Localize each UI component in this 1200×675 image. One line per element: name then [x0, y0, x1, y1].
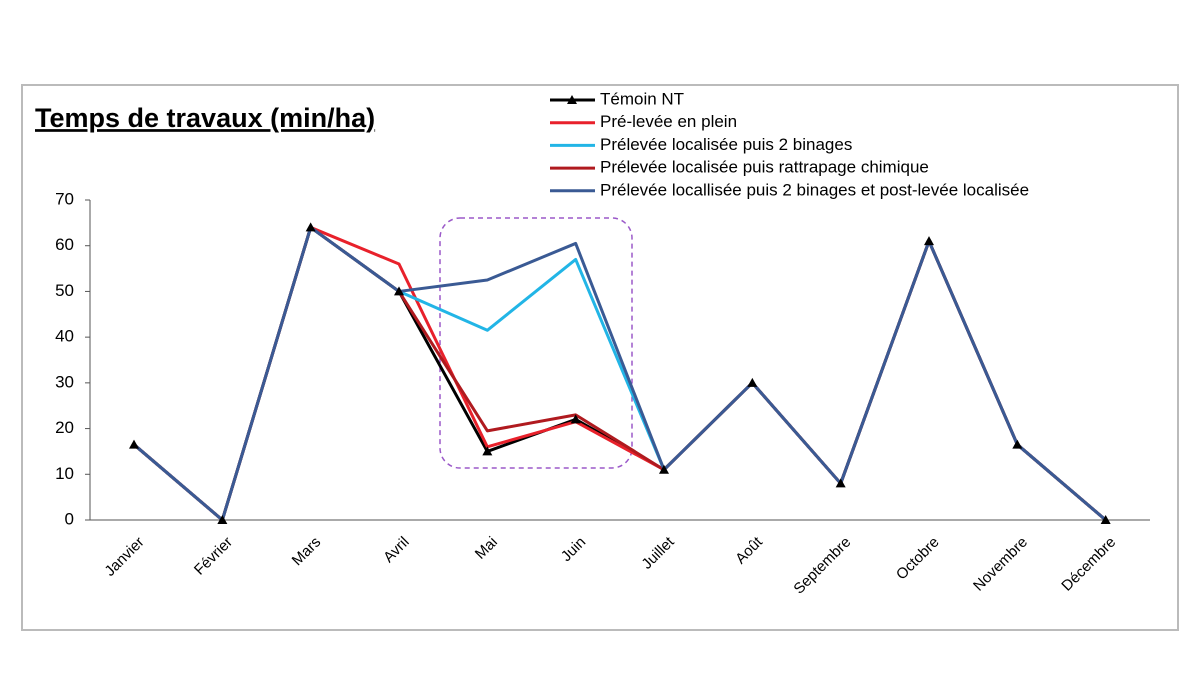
y-tick-label: 20 [55, 418, 74, 437]
chart-frame [21, 84, 1179, 631]
legend-label: Prélevée localisée puis rattrapage chimi… [600, 158, 929, 177]
legend-label: Témoin NT [600, 89, 684, 108]
point-marker [394, 286, 404, 296]
legend-marker [567, 95, 577, 104]
point-marker [835, 478, 846, 488]
point-marker [305, 222, 316, 232]
point-marker [659, 464, 669, 474]
point-marker [1100, 515, 1111, 524]
y-tick-label: 0 [65, 509, 74, 528]
point-marker [217, 515, 228, 524]
point-marker [924, 236, 934, 246]
series-line [133, 225, 1107, 522]
legend-label: Prélevée localisée puis 2 binages [600, 135, 852, 154]
legend-label: Pré-levée en plein [600, 112, 737, 131]
point-marker [747, 377, 758, 387]
point-marker [482, 446, 493, 456]
point-marker [129, 439, 139, 449]
point-marker [1012, 439, 1023, 449]
highlight-box [439, 217, 633, 469]
y-tick-label: 50 [55, 281, 74, 300]
y-tick-label: 60 [55, 235, 74, 254]
y-tick-label: 70 [55, 189, 74, 208]
y-tick-label: 10 [55, 464, 74, 483]
y-tick-label: 30 [55, 372, 74, 391]
legend-label: Prélevée locallisée puis 2 binages et po… [600, 180, 1029, 199]
point-marker [570, 414, 581, 424]
y-tick-label: 40 [55, 327, 74, 346]
chart-title: Temps de travaux (min/ha) [35, 103, 375, 133]
